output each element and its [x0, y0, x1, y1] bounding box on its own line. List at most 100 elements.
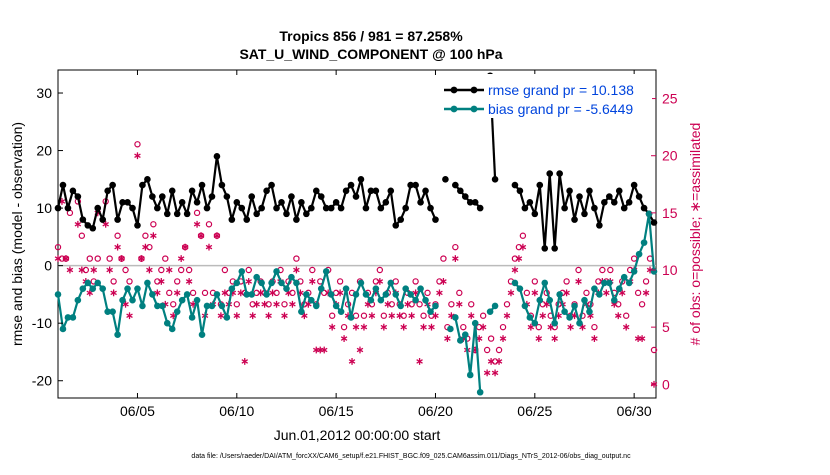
bias-point	[213, 291, 221, 298]
obs-assimilated-stroke	[563, 290, 570, 296]
obs-assimilated-marker	[614, 312, 622, 320]
obs-assimilated-stroke	[356, 347, 364, 353]
series-line-layer	[54, 72, 658, 396]
obs-assimilated-stroke	[539, 313, 547, 318]
obs-assimilated-marker	[257, 289, 264, 297]
obs-assimilated-marker	[575, 278, 582, 285]
obs-assimilated-marker	[360, 323, 368, 331]
obs-assimilated-stroke	[66, 267, 74, 273]
obs-assimilated-marker	[134, 152, 141, 160]
obs-assimilated-marker	[320, 346, 328, 354]
bias-point	[253, 273, 260, 281]
obs-assimilated-marker	[309, 278, 316, 285]
y-tick-label-right: 20	[662, 148, 678, 164]
rmse-point	[392, 222, 400, 229]
obs-assimilated-stroke	[336, 290, 344, 296]
bias-point	[491, 302, 499, 310]
rmse-point	[531, 210, 539, 218]
obs-assimilated-stroke	[138, 256, 145, 261]
obs-assimilated-marker	[293, 266, 300, 274]
rmse-point	[397, 216, 405, 223]
obs-possible-marker	[146, 243, 153, 251]
rmse-point	[193, 199, 201, 206]
bias-series-line	[454, 317, 482, 393]
obs-possible-marker	[599, 266, 606, 274]
x-tick-label: 06/20	[418, 403, 453, 419]
obs-assimilated-stroke	[106, 267, 113, 273]
obs-assimilated-marker	[535, 335, 543, 342]
obs-possible-marker	[54, 243, 62, 251]
obs-assimilated-marker	[233, 312, 241, 320]
obs-assimilated-stroke	[503, 313, 511, 318]
rmse-point	[208, 193, 216, 200]
bias-point	[625, 279, 633, 287]
obs-assimilated-marker	[313, 346, 320, 354]
obs-assimilated-marker	[368, 312, 376, 320]
rmse-point	[89, 224, 97, 232]
obs-assimilated-stroke	[638, 336, 646, 341]
obs-possible-marker	[376, 266, 384, 274]
legend: rmse grand pr = 10.138 bias grand pr = -…	[440, 74, 652, 118]
obs-assimilated-stroke	[511, 267, 519, 273]
obs-assimilated-stroke	[527, 324, 535, 330]
obs-possible-marker	[607, 266, 614, 274]
obs-assimilated-stroke	[265, 313, 272, 318]
rmse-point	[228, 216, 236, 223]
obs-assimilated-marker	[205, 243, 213, 251]
obs-assimilated-marker	[316, 346, 324, 354]
x-tick-label: 06/15	[319, 403, 354, 419]
obs-assimilated-marker	[74, 220, 82, 228]
rmse-point	[442, 176, 449, 183]
obs-assimilated-marker	[380, 323, 388, 331]
obs-possible-marker	[205, 221, 213, 228]
obs-assimilated-stroke	[495, 359, 503, 364]
obs-assimilated-stroke	[384, 302, 392, 307]
bias-point	[228, 285, 236, 292]
rmse-point	[79, 216, 87, 223]
obs-possible-marker	[150, 221, 157, 228]
obs-assimilated-marker	[197, 232, 205, 240]
rmse-point	[615, 187, 623, 195]
bias-point	[452, 314, 459, 321]
rmse-point	[178, 199, 186, 206]
bias-point	[546, 296, 554, 304]
obs-assimilated-stroke	[102, 222, 109, 227]
rmse-point	[625, 199, 633, 206]
bias-point	[511, 279, 519, 287]
obs-possible-marker	[511, 255, 519, 262]
bias-point	[650, 268, 658, 275]
bias-point	[149, 291, 156, 298]
bias-point	[606, 279, 613, 287]
obs-assimilated-stroke	[547, 324, 554, 330]
obs-assimilated-stroke	[467, 313, 475, 318]
obs-assimilated-marker	[66, 266, 74, 274]
obs-possible-marker	[436, 278, 443, 285]
rmse-point	[526, 199, 534, 206]
bias-point	[536, 296, 544, 304]
y-tick-label-left: 0	[44, 258, 52, 274]
obs-assimilated-stroke	[181, 244, 189, 250]
bias-point	[596, 291, 603, 298]
bias-point	[308, 296, 315, 304]
bias-point	[620, 273, 628, 281]
obs-possible-marker	[388, 301, 395, 308]
legend-rmse-marker	[470, 86, 478, 94]
bias-point	[317, 285, 325, 292]
obs-assimilated-marker	[54, 255, 62, 262]
rmse-point	[347, 181, 355, 189]
bias-point	[471, 319, 479, 327]
rmse-point	[303, 210, 310, 218]
bias-point	[541, 279, 549, 287]
obs-assimilated-marker	[340, 335, 348, 342]
bias-point	[521, 302, 529, 310]
rmse-point	[422, 187, 429, 195]
obs-assimilated-stroke	[479, 324, 487, 330]
bias-point	[119, 296, 126, 304]
obs-assimilated-marker	[185, 278, 193, 285]
bias-point	[412, 296, 419, 304]
bias-point	[635, 250, 643, 258]
bias-point	[630, 268, 638, 275]
bias-point	[203, 302, 211, 310]
obs-assimilated-marker	[138, 255, 145, 262]
obs-possible-marker	[595, 278, 602, 285]
